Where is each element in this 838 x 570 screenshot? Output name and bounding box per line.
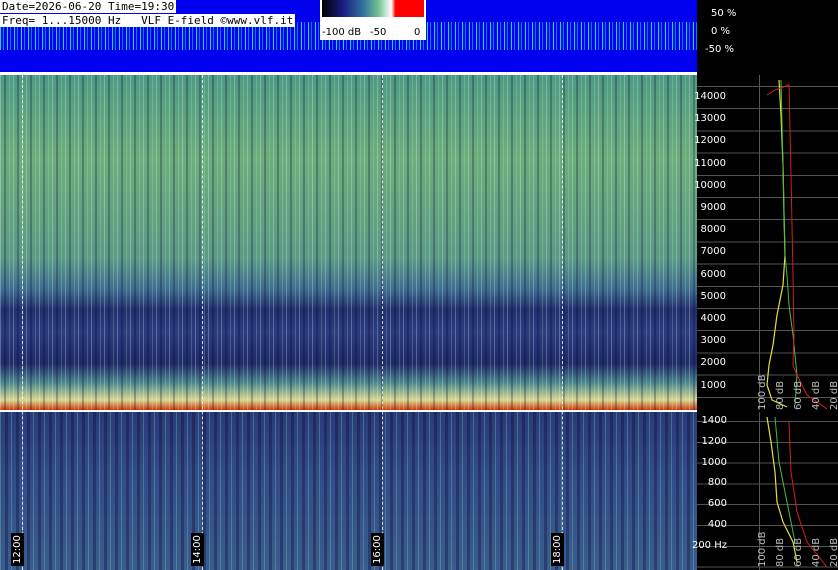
freq-label: 1000 [701,456,727,468]
db-label: 80 dB [775,380,786,410]
header-freq: Freq= 1...15000 Hz VLF E-field ©www.vlf.… [0,14,296,27]
db-label: 20 dB [829,537,838,567]
time-gridline [202,75,203,570]
spectrogram-lower [0,412,697,570]
separator [0,72,697,75]
freq-label: 6000 [700,268,726,280]
freq-label: 10000 [694,179,726,191]
time-label: 16:00 [371,533,384,566]
freq-label: 4000 [700,313,726,324]
freq-label: 13000 [694,113,726,125]
colorbar-label: -100 dB [322,27,362,38]
spectrum-panel-lower [697,412,838,570]
time-label: 14:00 [191,533,204,566]
curve [774,416,796,543]
time-label: 18:00 [551,533,564,566]
db-label: 80 dB [775,537,786,567]
freq-label: 8000 [700,224,726,236]
spectrogram-upper [0,75,697,410]
freq-label: 1200 [701,435,727,447]
freq-label: 800 [707,477,727,489]
time-gridline [22,75,23,570]
freq-label: 1400 [701,415,727,426]
freq-label: 5000 [700,290,726,302]
db-label: 100 dB [757,531,768,567]
colorbar-label: 0 [414,27,421,38]
time-gridline [562,75,563,570]
curve [766,84,828,410]
time-gridline [382,75,383,570]
freq-label: 9000 [700,202,726,213]
spectrum-panel-upper [697,75,838,410]
freq-label: 2000 [700,357,726,369]
colorbar [322,0,424,17]
freq-label: 400 [707,519,727,530]
time-label: 12:00 [11,533,24,566]
curve [780,79,798,406]
spectrum-curves [766,416,828,568]
db-label: 60 dB [793,380,804,410]
amplitude-label: 0 % [711,26,731,37]
db-label: 40 dB [811,380,822,410]
freq-label: 600 [707,498,727,510]
curve [766,79,788,408]
freq-label: 200 Hz [691,539,727,551]
db-label: 100 dB [757,374,768,410]
freq-label: 12000 [694,135,726,147]
curve [766,416,798,563]
amplitude-label: 50 % [711,8,737,19]
colorbar-label: -50 [370,27,387,38]
db-label: 20 dB [829,380,838,410]
curve [788,421,828,568]
freq-label: 14000 [694,91,726,102]
spectrum-curves [766,79,828,410]
freq-label: 3000 [700,335,726,347]
freq-label: 11000 [694,157,726,169]
amplitude-label: -50 % [705,44,735,55]
db-label: 60 dB [793,537,804,567]
db-label: 40 dB [811,537,822,567]
separator [0,410,697,412]
freq-label: 7000 [700,246,726,258]
freq-label: 1000 [700,379,726,391]
header-date: Date=2026-06-20 Time=19:30 [0,0,177,13]
